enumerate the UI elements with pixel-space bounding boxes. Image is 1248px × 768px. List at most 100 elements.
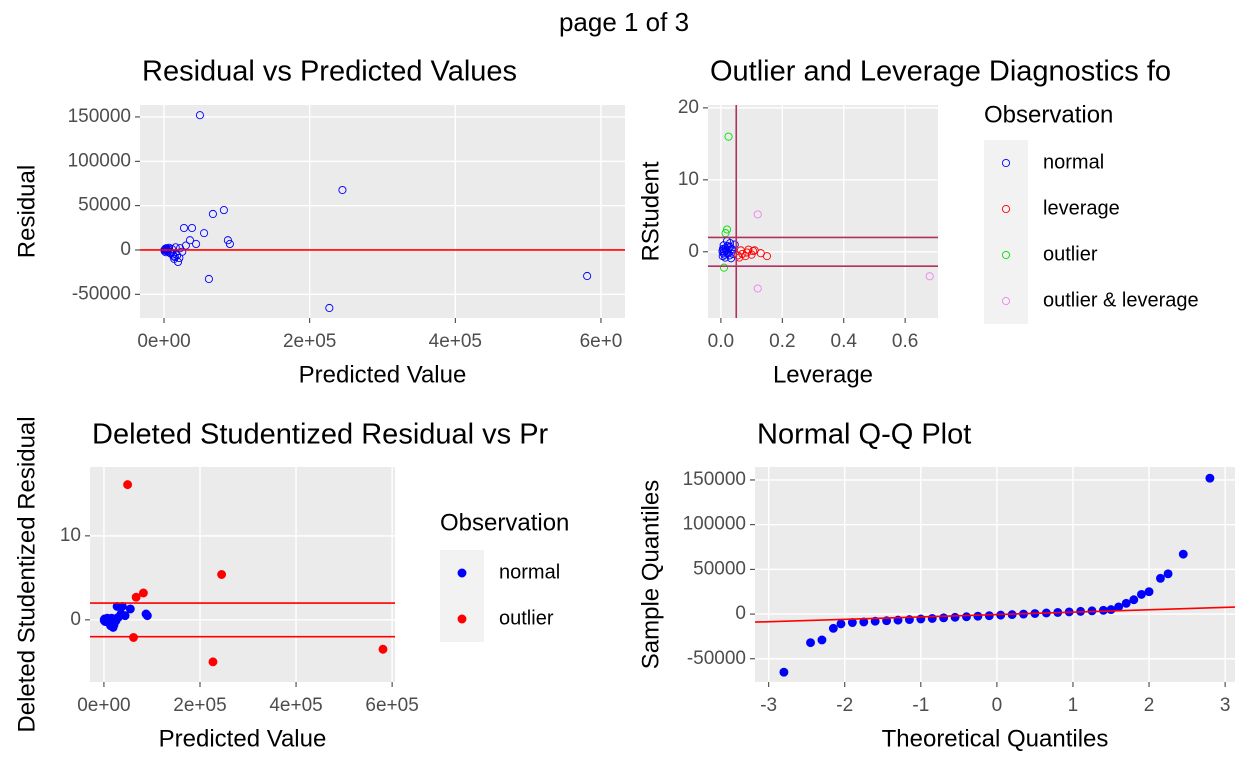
- legend-key-background: [984, 140, 1028, 324]
- point: [828, 623, 838, 633]
- point: [175, 253, 184, 263]
- legend-key: [457, 614, 467, 624]
- point: [762, 252, 772, 261]
- point: [817, 635, 827, 645]
- point: [719, 249, 728, 258]
- point: [718, 244, 728, 253]
- panel-background: [755, 467, 1235, 682]
- point: [100, 614, 110, 624]
- y-axis-label: Deleted Studentized Residual: [13, 416, 40, 732]
- point: [973, 611, 983, 621]
- point: [179, 223, 189, 233]
- point: [1163, 569, 1173, 579]
- point: [142, 611, 152, 621]
- point: [192, 239, 201, 249]
- x-tick-label: -2: [836, 695, 853, 716]
- point: [736, 246, 745, 255]
- plot-area: [140, 111, 625, 313]
- legend-label: outlier: [1043, 243, 1098, 265]
- y-tick-label: 0: [120, 239, 131, 260]
- x-tick-label: 0: [992, 695, 1003, 716]
- x-tick-label: 6e+05: [365, 695, 418, 716]
- point: [129, 633, 138, 642]
- x-axis-label: Leverage: [773, 361, 873, 388]
- qq-reference-line: [755, 606, 1235, 623]
- legend-label: normal: [499, 561, 560, 583]
- y-tick-label: 10: [678, 169, 699, 190]
- x-tick-label: 3: [1220, 695, 1231, 716]
- point: [162, 244, 171, 253]
- panel-background: [140, 105, 625, 318]
- point: [939, 613, 949, 623]
- point: [1144, 587, 1154, 597]
- x-axis-label: Predicted Value: [299, 361, 467, 388]
- x-tick-label: 4e+05: [269, 695, 322, 716]
- point: [208, 209, 217, 219]
- point: [1178, 549, 1188, 559]
- point: [219, 206, 228, 215]
- plot-area: [755, 473, 1235, 677]
- x-tick-label: 1: [1068, 695, 1079, 716]
- x-tick-label: 0.6: [892, 331, 918, 352]
- panel-background: [708, 105, 938, 318]
- y-tick-label: 150000: [68, 106, 131, 127]
- point: [1098, 605, 1108, 615]
- y-tick-label: 0: [735, 603, 746, 624]
- y-tick-label: 20: [678, 97, 699, 118]
- legend-key-background: [440, 550, 484, 642]
- point: [131, 592, 141, 602]
- point: [200, 229, 209, 238]
- y-tick-label: 100000: [683, 514, 746, 535]
- legend-label: leverage: [1043, 197, 1120, 219]
- point: [779, 667, 789, 677]
- point: [720, 250, 729, 259]
- point: [806, 638, 815, 648]
- point: [378, 644, 388, 654]
- y-tick-label: 50000: [693, 558, 746, 579]
- y-tick-label: 0: [70, 609, 81, 630]
- x-tick-label: -1: [912, 695, 929, 716]
- x-tick-label: 4e+05: [429, 331, 482, 352]
- x-tick-label: 0e+00: [137, 331, 190, 352]
- legend-title: Observation: [440, 509, 569, 536]
- point: [325, 303, 334, 313]
- legend-label: normal: [1043, 151, 1104, 173]
- point: [125, 604, 135, 614]
- point: [927, 613, 937, 623]
- panel-title: Outlier and Leverage Diagnostics fo: [710, 56, 1171, 88]
- y-tick-label: 150000: [683, 469, 746, 490]
- legend-key: [1001, 158, 1011, 168]
- point: [185, 236, 195, 245]
- panel-title: Normal Q-Q Plot: [757, 419, 971, 451]
- point: [741, 252, 750, 261]
- y-axis-label: Sample Quantiles: [637, 480, 664, 669]
- panel-background: [90, 467, 395, 682]
- point: [730, 240, 739, 249]
- point: [726, 254, 736, 263]
- y-tick-label: 50000: [78, 195, 131, 216]
- point: [338, 185, 347, 195]
- x-tick-label: 0.0: [708, 331, 734, 352]
- panel-title: Residual vs Predicted Values: [142, 56, 517, 88]
- point: [749, 247, 758, 256]
- point: [747, 250, 756, 259]
- x-tick-label: -3: [760, 695, 777, 716]
- point: [187, 223, 197, 233]
- x-tick-label: 0.2: [769, 331, 795, 352]
- point: [1121, 598, 1131, 608]
- point: [925, 272, 934, 281]
- point: [223, 236, 232, 245]
- point: [962, 612, 971, 622]
- point: [225, 239, 234, 249]
- point: [836, 619, 846, 629]
- point: [138, 588, 148, 598]
- x-tick-label: 6e+0: [580, 331, 623, 352]
- y-tick-label: -50000: [72, 283, 131, 304]
- plot-area: [708, 105, 938, 318]
- page-title: page 1 of 3: [559, 7, 689, 37]
- legend-label: outlier: [499, 607, 554, 629]
- x-tick-label: 0.4: [831, 331, 858, 352]
- y-tick-label: 10: [60, 525, 81, 546]
- x-tick-label: 2e+05: [283, 331, 336, 352]
- legend-title: Observation: [984, 101, 1113, 128]
